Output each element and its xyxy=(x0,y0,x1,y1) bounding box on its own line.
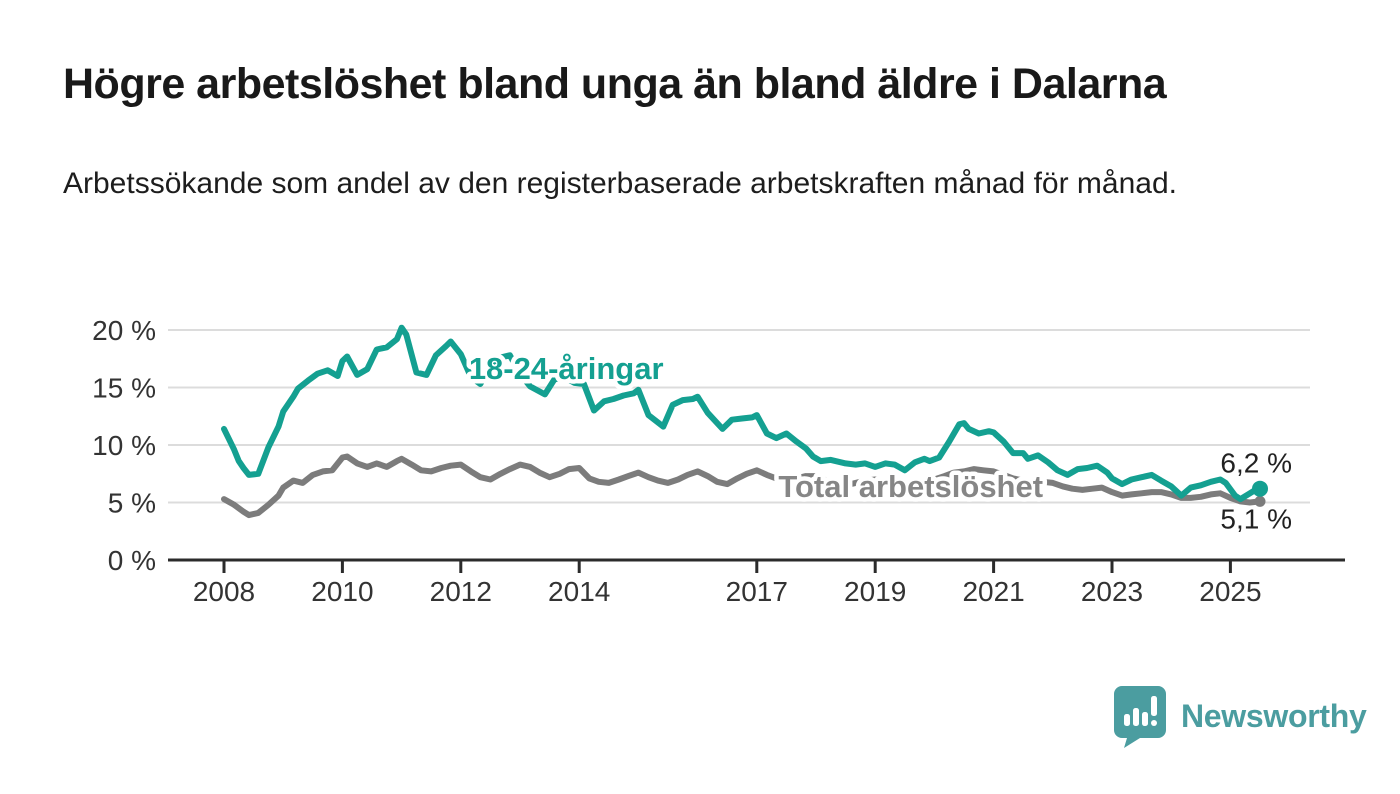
series-end-dot-youth xyxy=(1252,480,1268,497)
chart-title: Högre arbetslöshet bland unga än bland ä… xyxy=(63,60,1167,108)
x-axis-tick-label: 2023 xyxy=(1081,576,1143,607)
x-axis-tick-label: 2012 xyxy=(430,576,492,607)
chart-subtitle: Arbetssökande som andel av den registerb… xyxy=(63,167,1177,200)
series-label-total: Total arbetslöshet xyxy=(778,469,1043,504)
logo-exclamation-dot xyxy=(1151,720,1157,726)
y-axis-tick-label: 0 % xyxy=(108,545,156,576)
logo-exclamation-bar xyxy=(1151,696,1157,716)
x-axis-tick-label: 2008 xyxy=(193,576,255,607)
series-line-youth xyxy=(221,324,1263,503)
x-axis-tick-label: 2014 xyxy=(548,576,610,607)
y-axis-tick-label: 15 % xyxy=(92,373,156,404)
x-axis-tick-label: 2010 xyxy=(311,576,373,607)
newsworthy-logo-icon xyxy=(1114,686,1166,748)
logo-speech-bubble xyxy=(1114,686,1166,748)
x-axis-tick-label: 2025 xyxy=(1199,576,1261,607)
series-label-youth: 18-24-åringar xyxy=(469,351,664,386)
x-axis-tick-label: 2021 xyxy=(962,576,1024,607)
logo-bar-medium xyxy=(1133,708,1139,726)
y-axis-tick-label: 5 % xyxy=(108,488,156,519)
logo-bar-tall xyxy=(1142,712,1148,726)
series-line-total xyxy=(221,453,1263,519)
series-end-dot-total xyxy=(1254,495,1266,507)
logo-bar-small xyxy=(1124,714,1130,726)
x-axis-tick-label: 2017 xyxy=(726,576,788,607)
end-value-label-youth: 6,2 % xyxy=(1220,448,1292,479)
brand-name: Newsworthy xyxy=(1181,697,1367,734)
y-axis-tick-label: 20 % xyxy=(92,315,156,346)
y-axis-tick-label: 10 % xyxy=(92,430,156,461)
x-axis-tick-label: 2019 xyxy=(844,576,906,607)
end-value-label-total: 5,1 % xyxy=(1220,503,1292,534)
brand-footer: Newsworthy xyxy=(1112,684,1367,748)
